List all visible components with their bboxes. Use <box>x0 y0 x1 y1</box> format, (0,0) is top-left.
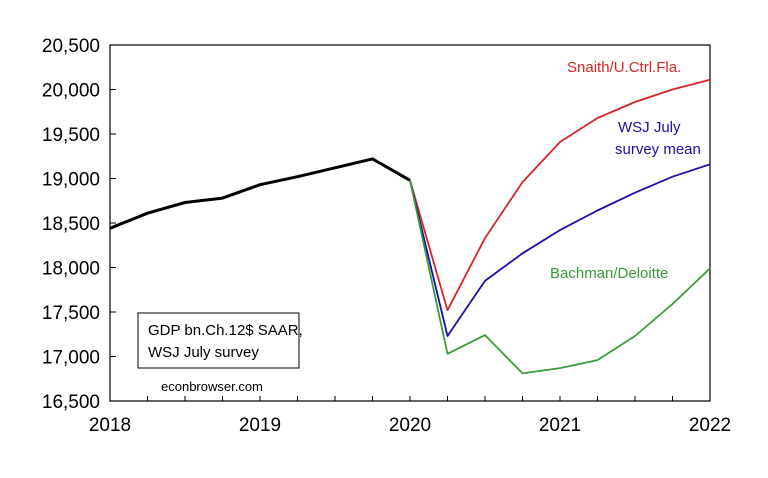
bachman-deloitte-label: Bachman/Deloitte <box>550 265 668 282</box>
x-axis: 2018 2019 2020 2021 2022 <box>89 396 731 436</box>
annotation-line-2: WSJ July survey <box>148 344 259 361</box>
wsj-survey-mean-label-line-2: survey mean <box>615 141 701 158</box>
annotation-line-1: GDP bn.Ch.12$ SAAR, <box>148 322 303 339</box>
x-tick-label: 2018 <box>89 415 131 436</box>
annotation-box: GDP bn.Ch.12$ SAAR, WSJ July survey <box>137 312 303 369</box>
y-tick-label: 17,000 <box>42 348 100 369</box>
annotation-box-frame <box>137 312 300 369</box>
bachman-deloitte-line <box>409 180 711 375</box>
y-tick-label: 20,000 <box>42 81 100 102</box>
wsj-survey-mean-label-line-1: WSJ July <box>618 119 681 136</box>
snaith-ucf-line <box>409 78 711 312</box>
y-tick-label: 18,000 <box>42 259 100 280</box>
x-tick-label: 2022 <box>689 415 731 436</box>
series-lines <box>109 78 711 375</box>
y-tick-label: 17,500 <box>42 303 100 324</box>
y-tick-label: 20,500 <box>42 36 100 57</box>
series-labels: Snaith/U.Ctrl.Fla. WSJ July survey mean Bac… <box>550 59 701 282</box>
y-tick-label: 16,500 <box>42 392 100 413</box>
y-tick-label: 18,500 <box>42 214 100 235</box>
snaith-ucf-label: Snaith/U.Ctrl.Fla. <box>567 59 681 76</box>
y-tick-label: 19,000 <box>42 170 100 191</box>
x-tick-label: 2019 <box>239 415 281 436</box>
wsj-survey-mean-line <box>409 163 711 337</box>
x-tick-label: 2020 <box>389 415 431 436</box>
y-axis: 16,500 17,000 17,500 18,000 18,500 19,000 19,5… <box>42 36 116 413</box>
historical-gdp-line <box>109 157 411 230</box>
source-credit: econbrowser.com <box>161 379 263 394</box>
x-tick-label: 2021 <box>539 415 581 436</box>
y-tick-label: 19,500 <box>42 125 100 146</box>
